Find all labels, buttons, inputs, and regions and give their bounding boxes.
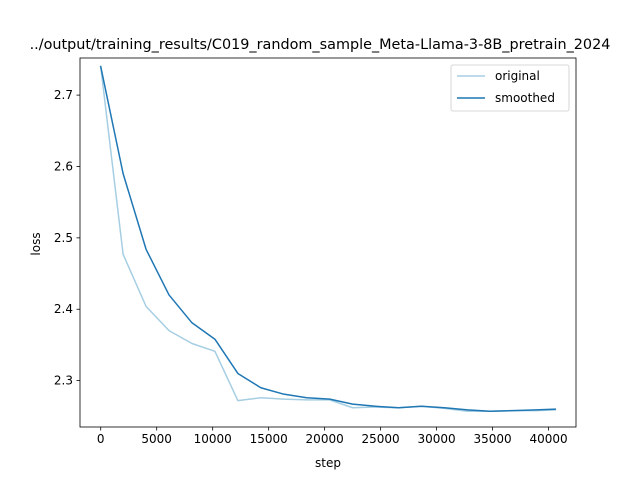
y-tick-label: 2.6 — [54, 159, 73, 173]
y-axis-label: loss — [29, 232, 43, 255]
legend-label-smoothed: smoothed — [495, 91, 555, 105]
x-tick-label: 35000 — [473, 432, 511, 446]
series-line-smoothed — [99, 65, 557, 413]
x-tick-label: 25000 — [362, 432, 400, 446]
x-tick-label: 0 — [97, 432, 105, 446]
plot-area: 0 5000 10000 15000 20000 25000 30000 35000 40000… — [54, 57, 577, 446]
x-tick-label: 30000 — [418, 432, 456, 446]
y-tick-label: 2.3 — [54, 374, 73, 388]
legend-label-original: original — [495, 69, 540, 83]
axes-frame — [79, 57, 577, 428]
x-tick-label: 10000 — [194, 432, 232, 446]
x-tick-label: 20000 — [306, 432, 344, 446]
y-tick-label: 2.4 — [54, 302, 73, 316]
y-tick-label: 2.7 — [54, 88, 73, 102]
x-tick-label: 5000 — [141, 432, 172, 446]
x-tick-label: 40000 — [529, 432, 567, 446]
x-tick-label: 15000 — [250, 432, 288, 446]
y-tick-label: 2.5 — [54, 231, 73, 245]
chart-title: ../output/training_results/C019_random_s… — [30, 37, 611, 53]
legend: original smoothed — [450, 64, 570, 112]
x-axis-label: step — [315, 456, 341, 470]
